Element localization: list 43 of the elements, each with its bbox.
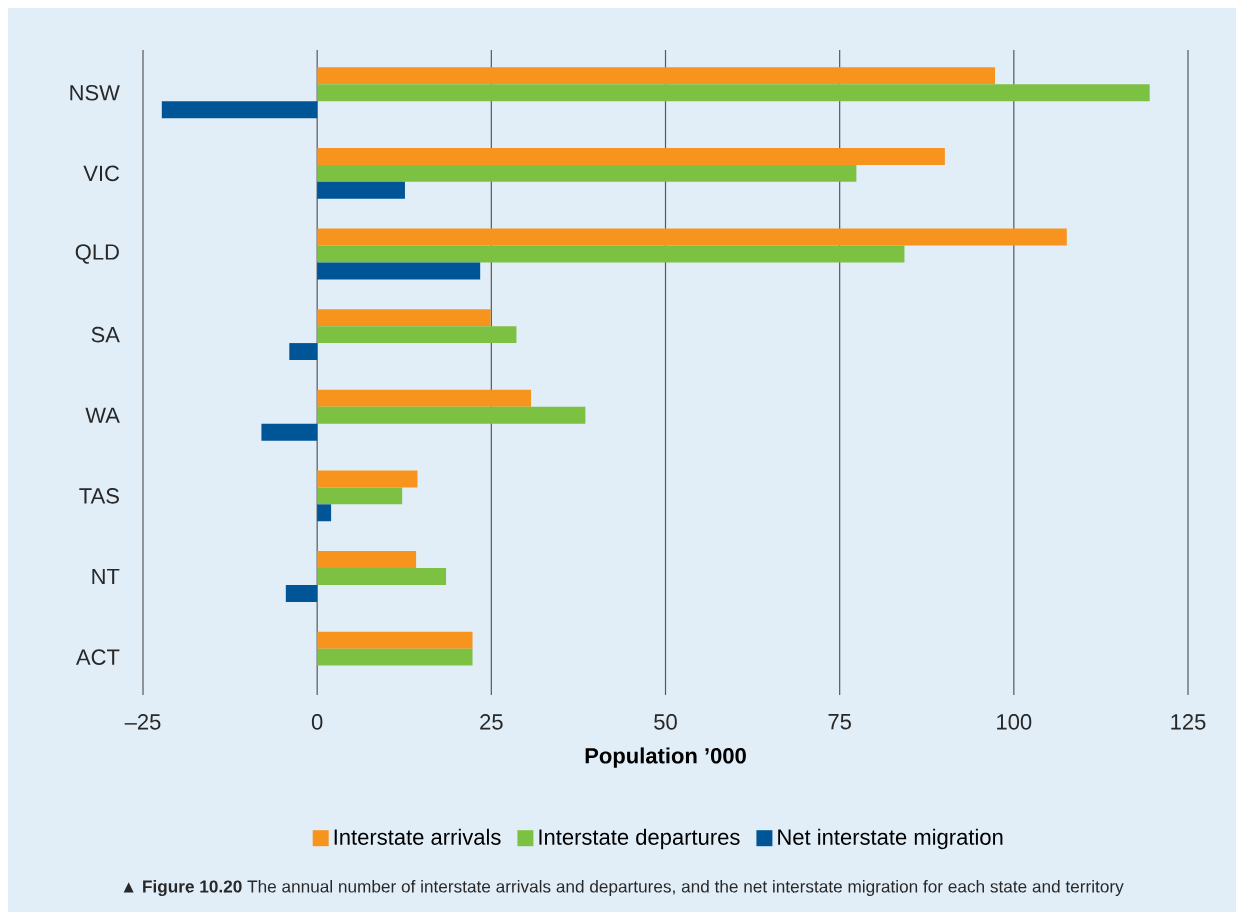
bar: [289, 343, 318, 361]
text: ▲ Figure 10.20 The annual number of interstate arrivals and departures, and the net interstate migration for each state and territory: [123, 879, 1124, 897]
x-tick-label: 25: [480, 714, 503, 730]
bar: [317, 648, 473, 666]
legend-label: Interstate departures: [539, 828, 740, 850]
bar: [285, 584, 318, 602]
x-tick-label: 50: [654, 714, 677, 730]
bar: [317, 326, 517, 344]
bar: [317, 262, 481, 280]
bar: [317, 568, 447, 585]
x-tick-label: 75: [828, 714, 851, 730]
legend-label: Net interstate migration: [778, 828, 1003, 850]
x-tick-label: 125: [1171, 714, 1206, 730]
y-tick-label: ACT: [75, 649, 120, 665]
bar: [317, 245, 905, 263]
y-tick-label: WA: [85, 407, 120, 423]
y-tick-label: NT: [92, 568, 120, 585]
bar: [317, 551, 417, 569]
y-tick-label: VIC: [83, 165, 120, 182]
y-tick-label: QLD: [75, 244, 119, 264]
bar: [317, 228, 1067, 246]
bar: [161, 101, 318, 119]
y-tick-label: SA: [91, 326, 120, 343]
bar: [317, 487, 403, 505]
x-tick-label: 100: [997, 714, 1032, 730]
y-tick-label: NSW: [70, 84, 120, 101]
y-tick-label: TAS: [79, 488, 119, 504]
x-tick-label: –25: [124, 714, 161, 730]
bar: [317, 147, 945, 165]
bar: [317, 406, 586, 424]
bar: [317, 309, 491, 327]
bar: [317, 470, 418, 488]
bar: [317, 389, 532, 407]
x-axis-title: Population ’000: [585, 747, 746, 768]
x-tick-label: 0: [311, 714, 323, 730]
bar: [317, 181, 405, 199]
bar: [317, 67, 996, 85]
bar: [317, 504, 332, 522]
bar: [317, 631, 473, 649]
legend-label: Interstate arrivals: [334, 828, 501, 845]
bar: [317, 84, 1150, 102]
bar: [317, 164, 857, 182]
bar: [261, 423, 318, 441]
